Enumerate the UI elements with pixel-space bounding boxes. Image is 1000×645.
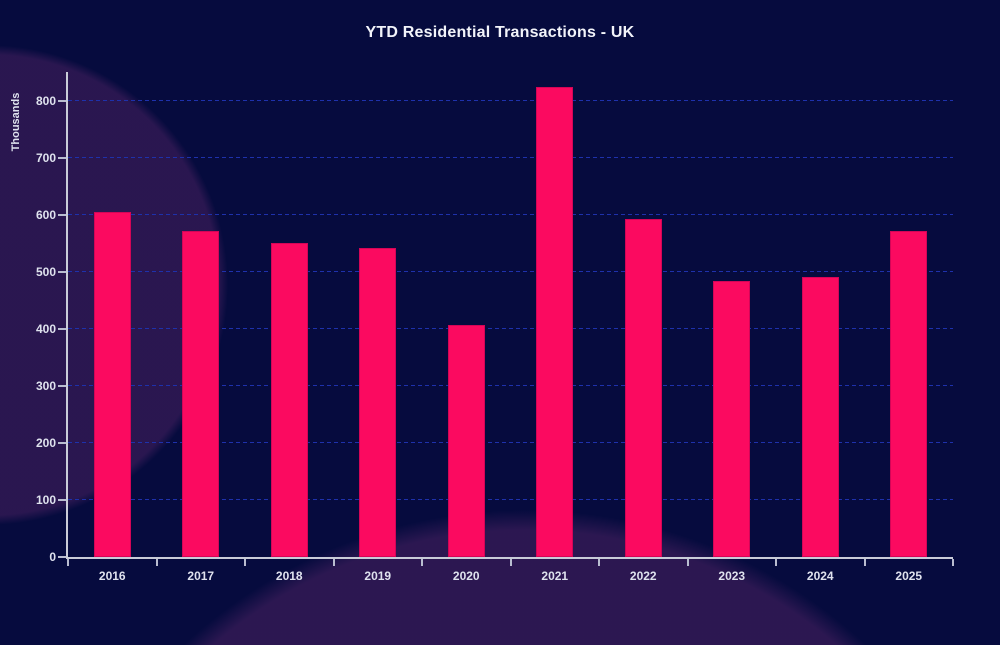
y-axis-tick bbox=[58, 556, 66, 558]
x-tick-label-2020: 2020 bbox=[452, 569, 480, 583]
x-tick-label-2021: 2021 bbox=[541, 569, 569, 583]
x-tick-label-2024: 2024 bbox=[806, 569, 834, 583]
gridline-500 bbox=[68, 271, 953, 273]
y-axis-tick bbox=[58, 270, 66, 273]
gridline-200 bbox=[68, 442, 953, 444]
y-tick-label-500: 500 bbox=[35, 264, 56, 279]
bar-2020[interactable] bbox=[447, 325, 485, 557]
bar-2025[interactable] bbox=[890, 230, 928, 557]
bar-2019[interactable] bbox=[359, 247, 397, 557]
x-axis-tick bbox=[686, 559, 689, 566]
bar-2017[interactable] bbox=[182, 230, 220, 557]
bar-2021[interactable] bbox=[536, 86, 574, 557]
y-tick-label-400: 400 bbox=[35, 321, 56, 336]
x-axis-line bbox=[66, 557, 953, 559]
y-axis-tick bbox=[58, 384, 66, 387]
y-axis-tick bbox=[58, 441, 66, 444]
x-axis-tick bbox=[155, 559, 158, 566]
gridline-800 bbox=[68, 100, 953, 102]
gridline-700 bbox=[68, 157, 953, 159]
plot-area: 0 100 200 300 400 500 600 700 800 2016 2017 2018 201… bbox=[36, 72, 954, 583]
y-tick-label-200: 200 bbox=[35, 435, 56, 450]
gridline-100 bbox=[68, 499, 953, 501]
x-axis-tick bbox=[332, 559, 335, 566]
x-axis-tick bbox=[67, 559, 69, 566]
y-axis-tick bbox=[58, 99, 66, 102]
x-axis-tick bbox=[863, 559, 866, 566]
y-tick-label-100: 100 bbox=[35, 492, 56, 507]
x-tick-label-2018: 2018 bbox=[275, 569, 303, 583]
x-tick-label-2016: 2016 bbox=[98, 569, 126, 583]
y-tick-label-300: 300 bbox=[35, 378, 56, 393]
y-axis-tick bbox=[58, 213, 66, 216]
x-axis-tick bbox=[598, 559, 600, 566]
y-axis-tick bbox=[58, 156, 66, 159]
y-tick-label-600: 600 bbox=[35, 207, 56, 222]
y-axis-line bbox=[66, 72, 68, 559]
x-tick-label-2022: 2022 bbox=[629, 569, 657, 583]
bar-2018[interactable] bbox=[270, 242, 308, 557]
y-tick-label-800: 800 bbox=[35, 93, 56, 108]
x-axis-tick bbox=[952, 559, 954, 566]
y-tick-label-700: 700 bbox=[35, 150, 56, 165]
x-tick-label-2019: 2019 bbox=[364, 569, 392, 583]
gridline-300 bbox=[68, 385, 953, 387]
y-tick-label-0: 0 bbox=[49, 550, 56, 564]
x-axis-tick bbox=[421, 559, 423, 566]
bar-2024[interactable] bbox=[801, 277, 839, 557]
bar-2023[interactable] bbox=[713, 280, 751, 557]
x-axis-tick bbox=[244, 559, 246, 566]
gridline-600 bbox=[68, 214, 953, 216]
y-axis-tick bbox=[58, 327, 66, 330]
x-axis-tick bbox=[775, 559, 777, 566]
y-axis-tick bbox=[58, 498, 66, 501]
x-tick-label-2023: 2023 bbox=[718, 569, 746, 583]
x-tick-label-2017: 2017 bbox=[187, 569, 215, 583]
chart-title: YTD Residential Transactions - UK bbox=[365, 24, 635, 41]
gridline-400 bbox=[68, 328, 953, 330]
x-axis-tick bbox=[509, 559, 512, 566]
x-tick-label-2025: 2025 bbox=[895, 569, 923, 583]
bar-2016[interactable] bbox=[93, 211, 131, 557]
bar-2022[interactable] bbox=[624, 219, 662, 557]
